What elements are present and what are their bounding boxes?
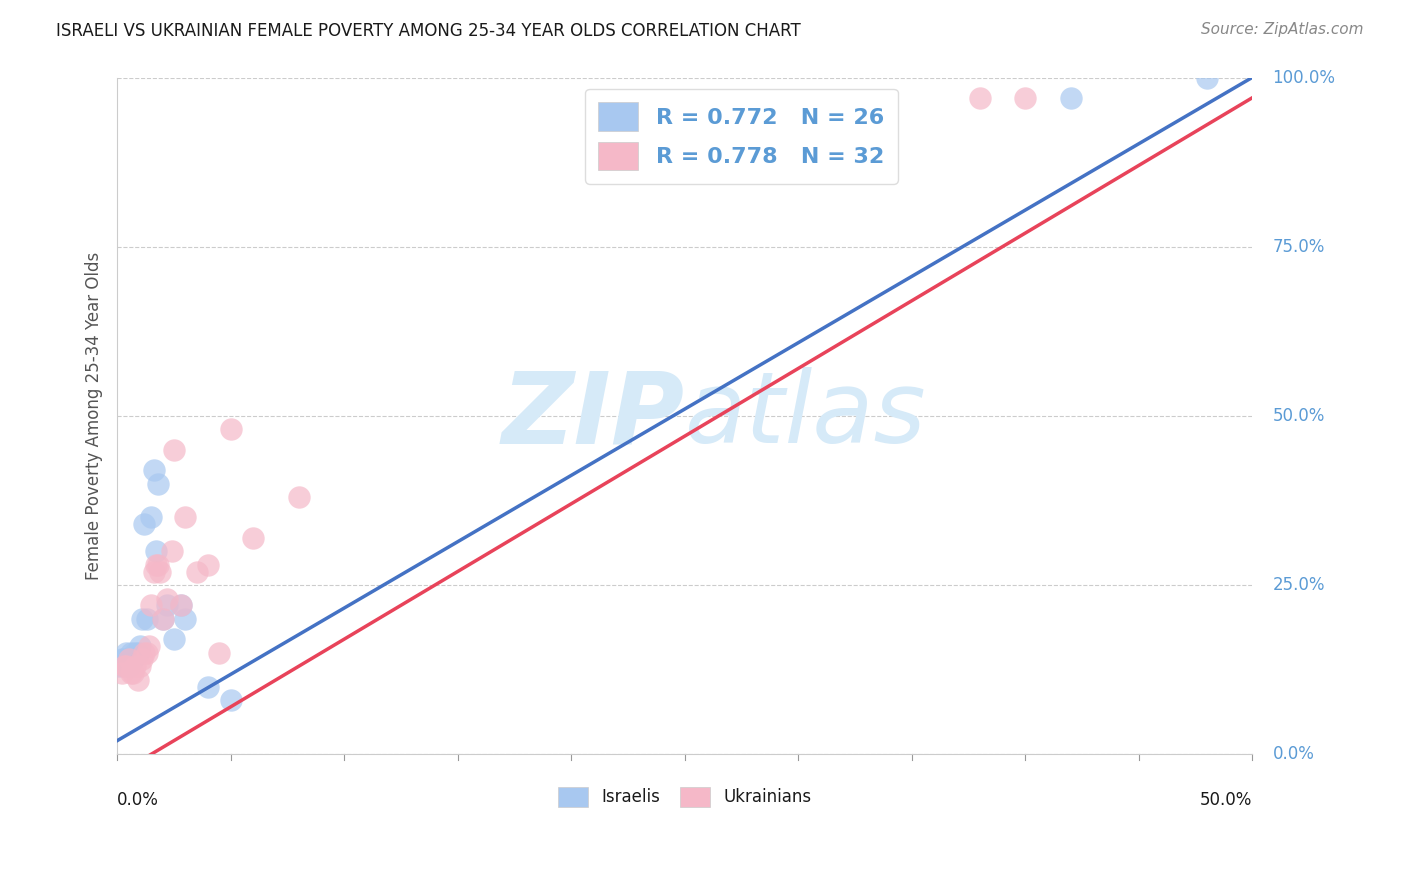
Point: [122, 665, 145, 680]
Point: [120, 646, 142, 660]
Text: 75.0%: 75.0%: [1272, 237, 1324, 256]
Point: [117, 659, 139, 673]
Point: [146, 558, 169, 572]
Point: [138, 639, 160, 653]
Point: [115, 659, 138, 673]
Point: [969, 91, 991, 105]
Point: [197, 558, 219, 572]
Point: [145, 544, 167, 558]
Point: [160, 544, 183, 558]
Point: [120, 665, 142, 680]
Point: [142, 565, 165, 579]
Point: [174, 510, 197, 524]
Point: [135, 612, 157, 626]
Legend: Israelis, Ukrainians: Israelis, Ukrainians: [551, 780, 818, 814]
Point: [170, 599, 193, 613]
Point: [174, 612, 197, 626]
Point: [128, 659, 150, 673]
Text: 50.0%: 50.0%: [1272, 407, 1324, 425]
Point: [131, 612, 153, 626]
Point: [219, 693, 242, 707]
Point: [149, 565, 172, 579]
Text: 25.0%: 25.0%: [1272, 576, 1324, 594]
Point: [127, 646, 149, 660]
Point: [122, 652, 145, 666]
Text: atlas: atlas: [685, 368, 927, 465]
Point: [1059, 91, 1081, 105]
Point: [242, 531, 264, 545]
Point: [115, 646, 138, 660]
Point: [197, 680, 219, 694]
Point: [1014, 91, 1036, 105]
Point: [131, 652, 153, 666]
Point: [186, 565, 208, 579]
Point: [134, 646, 156, 660]
Point: [208, 646, 231, 660]
Point: [152, 612, 174, 626]
Point: [134, 517, 156, 532]
Point: [128, 639, 150, 653]
Point: [117, 652, 139, 666]
Point: [112, 659, 135, 673]
Text: 50.0%: 50.0%: [1199, 791, 1253, 809]
Point: [219, 422, 242, 436]
Text: 0.0%: 0.0%: [1272, 745, 1315, 764]
Point: [108, 659, 131, 673]
Point: [135, 646, 157, 660]
Point: [112, 652, 135, 666]
Point: [163, 442, 186, 457]
Point: [146, 476, 169, 491]
Point: [141, 599, 163, 613]
Point: [145, 558, 167, 572]
Point: [142, 463, 165, 477]
Point: [288, 490, 311, 504]
Point: [124, 659, 146, 673]
Text: 100.0%: 100.0%: [1272, 69, 1336, 87]
Point: [170, 599, 193, 613]
Y-axis label: Female Poverty Among 25-34 Year Olds: Female Poverty Among 25-34 Year Olds: [86, 252, 103, 580]
Point: [156, 591, 179, 606]
Point: [163, 632, 186, 647]
Text: Source: ZipAtlas.com: Source: ZipAtlas.com: [1201, 22, 1364, 37]
Text: ISRAELI VS UKRAINIAN FEMALE POVERTY AMONG 25-34 YEAR OLDS CORRELATION CHART: ISRAELI VS UKRAINIAN FEMALE POVERTY AMON…: [56, 22, 801, 40]
Point: [1195, 70, 1218, 85]
Point: [111, 665, 134, 680]
Point: [127, 673, 149, 687]
Text: 0.0%: 0.0%: [117, 791, 159, 809]
Text: ZIP: ZIP: [502, 368, 685, 465]
Point: [124, 646, 146, 660]
Point: [156, 599, 179, 613]
Point: [111, 652, 134, 666]
Point: [141, 510, 163, 524]
Point: [152, 612, 174, 626]
